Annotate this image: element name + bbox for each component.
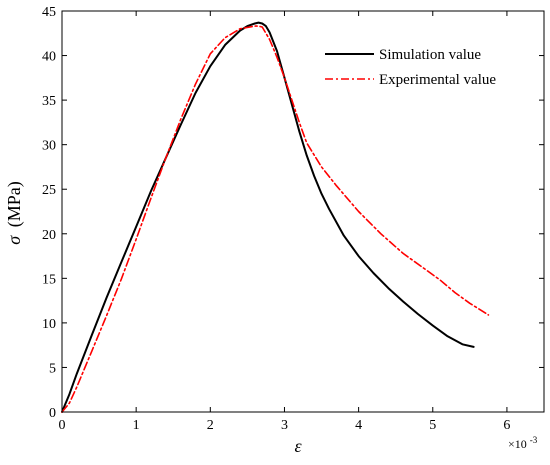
y-tick-label: 15 — [42, 272, 56, 287]
series-line-simulation — [61, 21, 475, 413]
y-tick-label: 10 — [42, 317, 56, 332]
y-axis-label-unit: (MPa) — [4, 181, 25, 227]
y-tick-label: 30 — [42, 139, 56, 154]
plot-border — [61, 10, 545, 413]
legend-label-simulation: Simulation value — [379, 47, 481, 63]
y-tick-label: 40 — [42, 50, 56, 65]
y-axis-label-symbol: σ — [4, 235, 24, 245]
x-tick-label: 5 — [429, 418, 436, 433]
y-tick-label: 20 — [42, 228, 56, 243]
legend: Simulation value Experimental value — [325, 47, 496, 88]
y-tick-label: 45 — [42, 5, 56, 20]
y-tick-label: 5 — [49, 361, 56, 376]
y-axis-label-group: σ (MPa) — [4, 181, 25, 244]
x-axis-exponent-power: -3 — [530, 435, 538, 445]
plot-frame — [61, 10, 545, 413]
x-axis-exponent-base: ×10 — [508, 437, 527, 451]
y-tick-label: 25 — [42, 183, 56, 198]
series-line-experimental — [61, 25, 490, 413]
y-tick-label: 35 — [42, 94, 56, 109]
x-tick-label: 2 — [207, 418, 214, 433]
series-layer — [61, 21, 490, 413]
y-tick-label: 0 — [49, 406, 56, 421]
y-axis-label: σ (MPa) — [4, 181, 25, 244]
x-tick-label: 6 — [503, 418, 510, 433]
x-tick-label: 0 — [59, 418, 66, 433]
x-axis-exponent: ×10 -3 — [508, 435, 538, 451]
x-tick-label: 4 — [355, 418, 362, 433]
x-axis-label: ε — [294, 436, 302, 456]
x-tick-label: 3 — [281, 418, 288, 433]
legend-label-experimental: Experimental value — [379, 72, 496, 88]
x-tick-label: 1 — [133, 418, 140, 433]
